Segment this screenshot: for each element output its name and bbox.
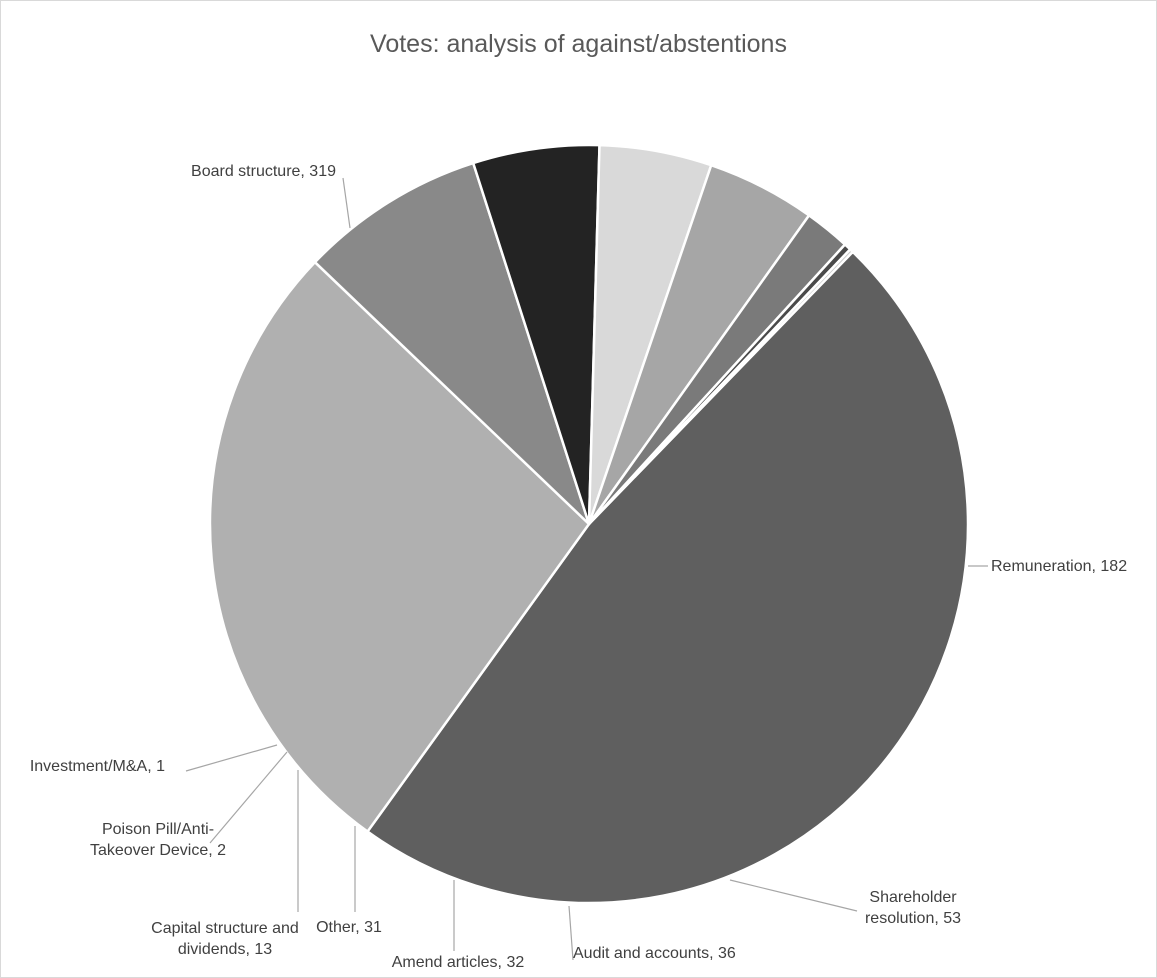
data-label-amend-articles: Amend articles, 32 [392,954,525,971]
leader-line-audit-and-accounts [568,905,574,961]
data-label-capital-structure-and-dividends: Capital structure and dividends, 13 [151,920,299,958]
data-label-remuneration: Remuneration, 182 [991,558,1127,575]
data-label-investment-m-a: Investment/M&A, 1 [30,758,165,775]
data-label-shareholder-resolution: Shareholder resolution, 53 [865,889,961,927]
data-label-board-structure: Board structure, 319 [191,163,336,180]
pie-slice-shareholder-resolution [313,161,591,526]
data-label-poison-pill-anti-takeover-device: Poison Pill/Anti-Takeover Device, 2 [90,821,226,859]
leader-line-shareholder-resolution [729,879,858,912]
pie-slice-board-structure [366,250,970,905]
pie-slices [208,143,970,905]
data-label-other: Other, 31 [316,919,382,936]
data-labels: Board structure, 319 Remuneration, 182 Sha… [30,163,1127,971]
leader-line-board-structure [342,177,351,229]
leader-line-investment-m-a [185,744,278,772]
pie-slice-investment-m-a [587,248,855,526]
chart-title: Votes: analysis of against/abstentions [370,30,787,58]
pie-slice-remuneration [208,260,591,833]
data-label-audit-and-accounts: Audit and accounts, 36 [573,945,736,962]
leader-line-poison-pill-anti-takeover-device [209,751,288,844]
